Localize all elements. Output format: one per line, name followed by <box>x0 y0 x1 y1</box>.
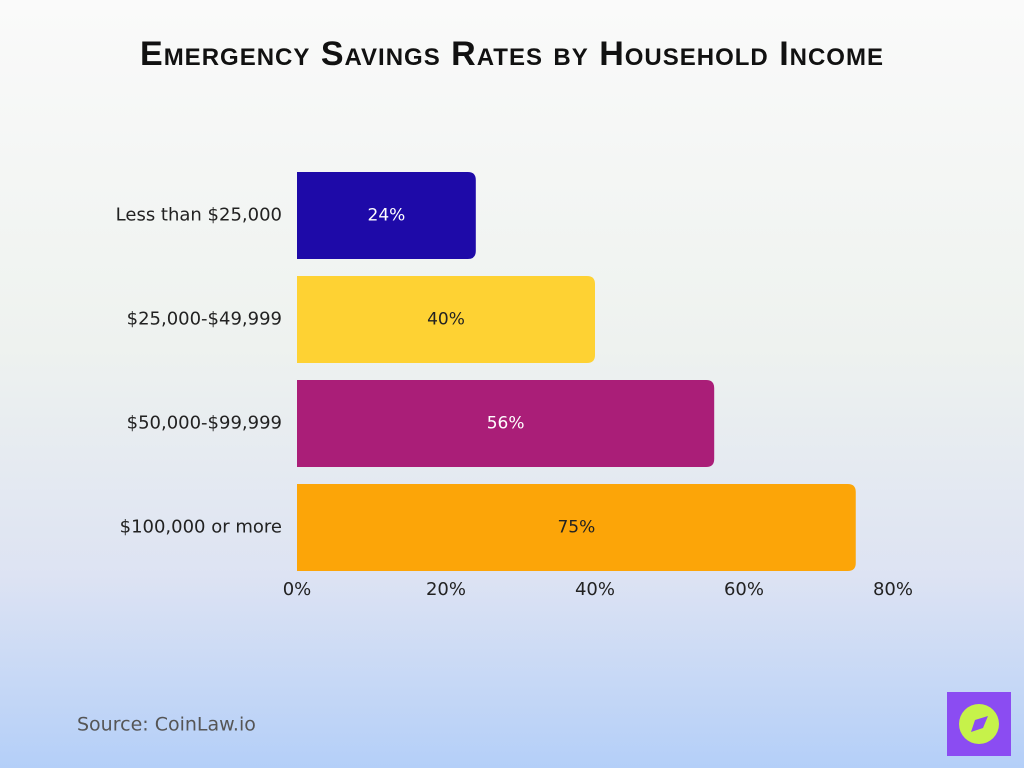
x-tick-label: 0% <box>283 579 312 600</box>
y-tick-label: $25,000-$49,999 <box>127 309 282 330</box>
x-tick-label: 20% <box>426 579 466 600</box>
value-label: 40% <box>427 310 465 330</box>
chart-title: Emergency Savings Rates by Household Inc… <box>140 35 884 73</box>
y-tick-label: $50,000-$99,999 <box>127 413 282 434</box>
source: Source: CoinLaw.io <box>77 714 256 736</box>
bar <box>297 380 715 467</box>
x-tick-label: 80% <box>873 579 913 600</box>
logo <box>947 692 1011 756</box>
y-tick-label: Less than $25,000 <box>116 205 282 226</box>
value-label: 75% <box>557 518 595 538</box>
x-tick-label: 40% <box>575 579 615 600</box>
bar <box>297 276 595 363</box>
value-label: 56% <box>487 414 525 434</box>
bar <box>297 172 476 259</box>
y-tick-label: $100,000 or more <box>120 517 282 538</box>
value-label: 24% <box>368 206 406 226</box>
bar <box>297 484 856 571</box>
x-tick-label: 60% <box>724 579 764 600</box>
